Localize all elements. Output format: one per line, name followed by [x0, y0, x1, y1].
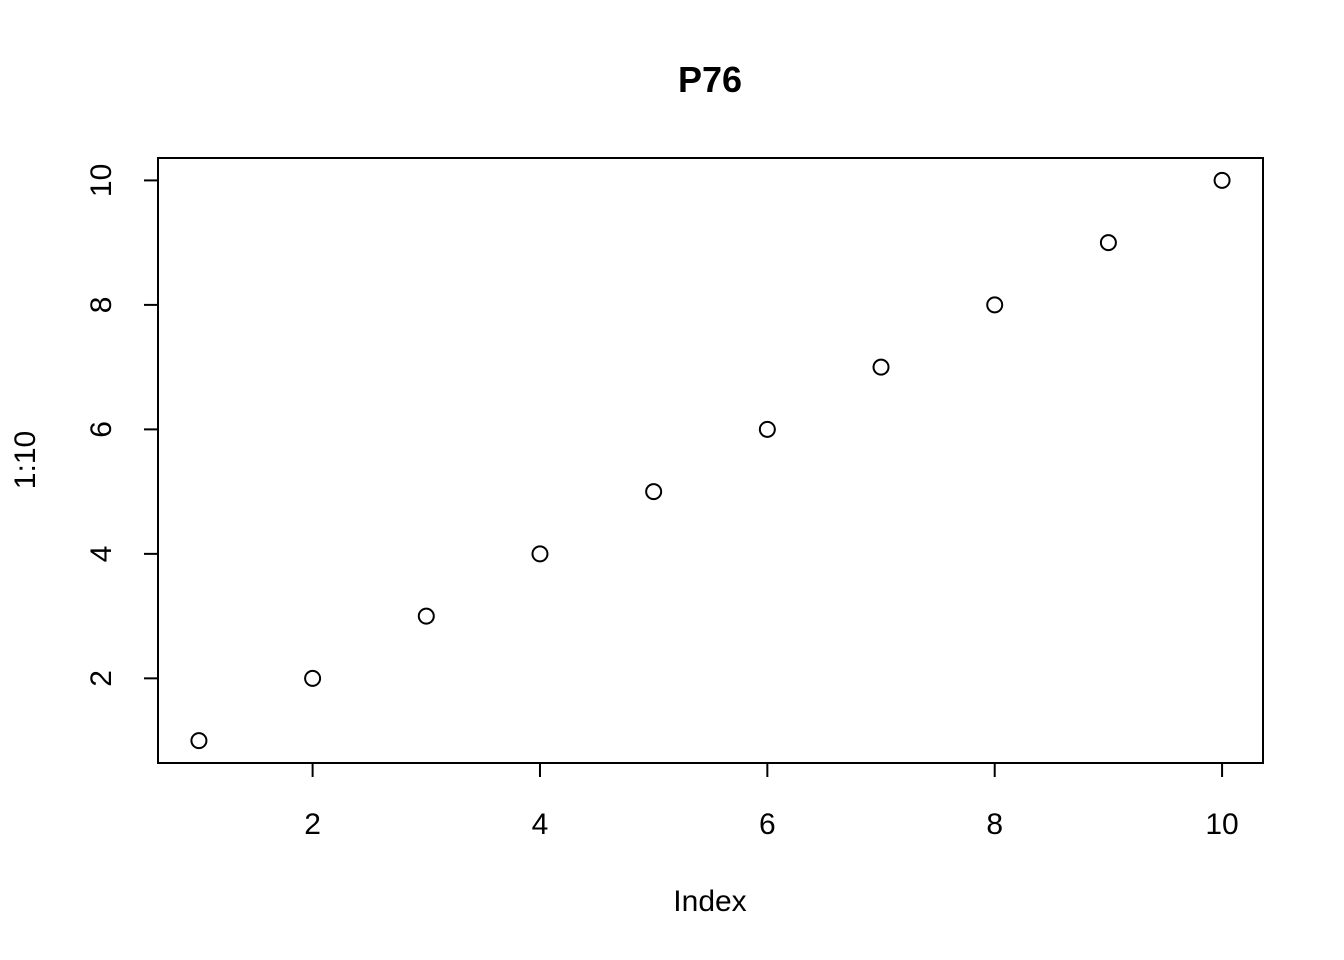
x-axis-label: Index — [673, 885, 746, 918]
plot-frame — [157, 157, 1264, 764]
data-point — [417, 607, 435, 625]
data-point — [531, 545, 549, 563]
data-point — [304, 669, 322, 687]
y-tick-label: 4 — [85, 546, 118, 563]
y-axis: 2 4 6 8 10 — [85, 164, 159, 687]
x-tick-label: 10 — [1205, 808, 1238, 841]
x-tick-label: 2 — [304, 808, 321, 841]
data-point — [190, 732, 208, 750]
data-point — [986, 296, 1004, 314]
x-tick-label: 4 — [532, 808, 549, 841]
data-point — [1213, 171, 1231, 189]
y-tick-label: 6 — [85, 421, 118, 438]
data-point — [872, 358, 890, 376]
x-tick-label: 8 — [986, 808, 1003, 841]
chart-title: P76 — [678, 59, 742, 100]
y-tick-label: 10 — [85, 164, 118, 197]
data-points — [190, 171, 1231, 750]
x-tick-label: 6 — [759, 808, 776, 841]
data-point — [758, 420, 776, 438]
y-tick-label: 8 — [85, 297, 118, 314]
x-axis: 2 4 6 8 10 — [304, 762, 1239, 841]
y-tick-label: 2 — [85, 670, 118, 687]
y-axis-label: 1:10 — [9, 431, 42, 489]
data-point — [645, 483, 663, 501]
data-point — [1099, 234, 1117, 252]
